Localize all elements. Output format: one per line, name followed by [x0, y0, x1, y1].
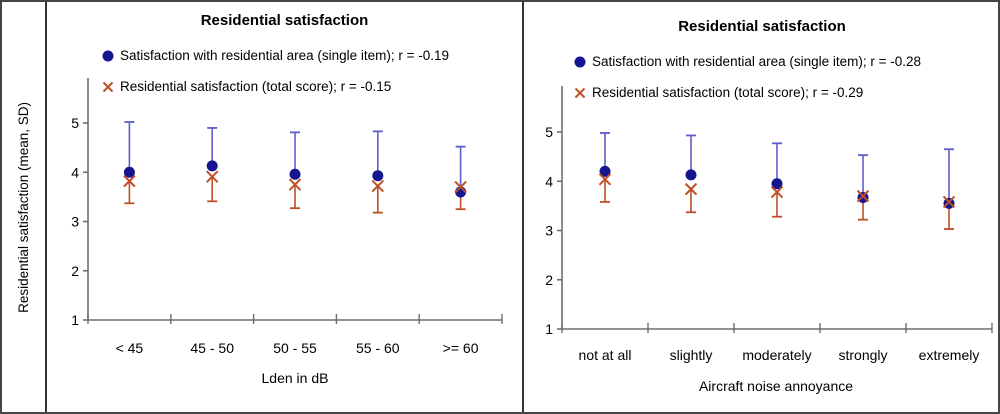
- y-tick-label: 1: [71, 312, 79, 328]
- left-column-divider: [45, 2, 47, 412]
- category-label: 50 - 55: [273, 340, 317, 356]
- data-point-x: [205, 170, 219, 183]
- data-point-circle: [372, 170, 384, 182]
- data-point-circle: [857, 192, 869, 204]
- y-tick-label: 4: [545, 173, 553, 189]
- right-x-axis-title: Aircraft noise annoyance: [698, 378, 854, 394]
- legend-label: Satisfaction with residential area (sing…: [120, 48, 450, 63]
- right-panel-title: Residential satisfaction: [678, 18, 846, 35]
- y-tick-label: 1: [545, 321, 553, 337]
- left-legend-item-total: Residential satisfaction (total score); …: [101, 79, 391, 94]
- data-point-circle: [123, 166, 135, 178]
- y-tick-label: 3: [545, 223, 553, 239]
- category-label: 55 - 60: [356, 340, 400, 356]
- data-point-circle: [943, 197, 955, 209]
- data-point-circle: [206, 160, 218, 172]
- panel-divider: [522, 2, 524, 412]
- y-tick-label: 4: [71, 164, 79, 180]
- category-label: slightly: [670, 347, 713, 363]
- category-label: 45 - 50: [190, 340, 234, 356]
- y-tick-label: 5: [71, 115, 79, 131]
- data-point-x: [288, 178, 302, 191]
- circle-marker-icon: [574, 56, 586, 67]
- data-point-circle: [289, 168, 301, 180]
- data-point-x: [598, 173, 612, 186]
- data-point-x: [684, 182, 698, 196]
- y-tick-label: 2: [71, 263, 79, 279]
- legend-label: Residential satisfaction (total score); …: [592, 85, 864, 100]
- category-label: extremely: [919, 347, 980, 363]
- shared-y-axis-title: Residential satisfaction (mean, SD): [2, 2, 45, 412]
- right-legend-item-total: Residential satisfaction (total score); …: [573, 85, 863, 100]
- data-point-x: [856, 189, 870, 203]
- x-marker-icon: [574, 87, 586, 98]
- data-point-x: [942, 195, 956, 209]
- y-axis-title-text: Residential satisfaction (mean, SD): [16, 101, 31, 313]
- x-marker-icon: [102, 81, 114, 92]
- data-point-x: [770, 185, 784, 199]
- data-point-circle: [771, 178, 783, 190]
- legend-label: Residential satisfaction (total score); …: [120, 79, 392, 94]
- left-legend-item-single: Satisfaction with residential area (sing…: [101, 48, 449, 63]
- circle-marker-icon: [102, 50, 114, 61]
- left-x-axis-title: Lden in dB: [261, 370, 329, 386]
- y-tick-label: 3: [71, 214, 79, 230]
- left-panel-title: Residential satisfaction: [200, 12, 369, 29]
- category-label: < 45: [116, 340, 144, 356]
- category-label: moderately: [742, 347, 811, 363]
- data-point-x: [123, 174, 136, 188]
- y-tick-label: 2: [545, 272, 553, 288]
- data-point-circle: [685, 169, 697, 181]
- category-label: >= 60: [443, 340, 479, 356]
- legend-label: Satisfaction with residential area (sing…: [592, 54, 922, 69]
- data-point-x: [454, 180, 467, 194]
- y-tick-label: 5: [545, 124, 553, 140]
- category-label: strongly: [838, 347, 887, 363]
- data-point-x: [371, 179, 385, 193]
- right-legend-item-single: Satisfaction with residential area (sing…: [573, 54, 921, 69]
- category-label: not at all: [579, 347, 632, 363]
- data-point-circle: [599, 165, 611, 177]
